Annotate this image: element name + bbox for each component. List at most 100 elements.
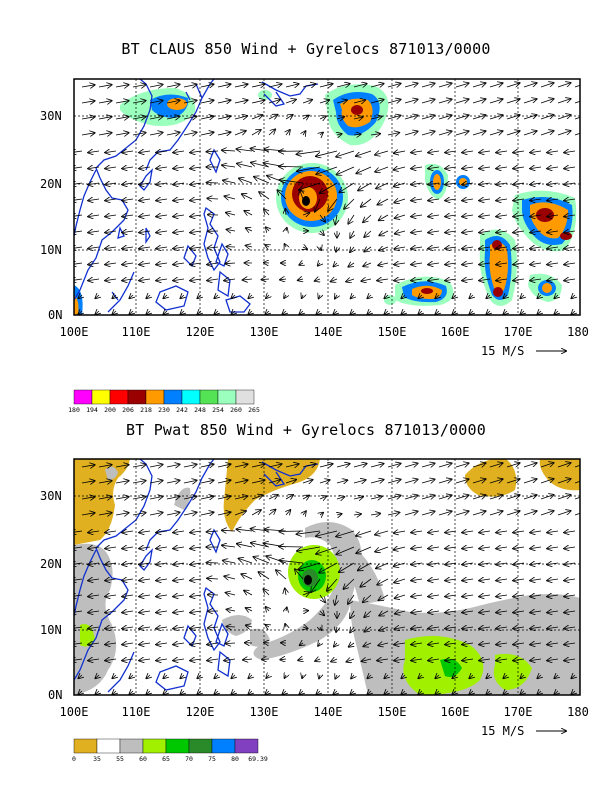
wind-vector — [207, 531, 219, 532]
wind-vector — [503, 295, 507, 298]
wind-vector — [190, 167, 202, 169]
wind-vector — [139, 531, 151, 533]
wind-vector — [523, 495, 537, 500]
wind-vector — [455, 99, 469, 103]
wind-vector — [387, 480, 401, 484]
wind-vector — [445, 151, 457, 153]
wind-vector — [268, 84, 282, 87]
wind-vector — [105, 643, 117, 645]
wind-vector — [74, 547, 83, 549]
wind-vector — [438, 83, 452, 87]
wind-vector — [105, 563, 117, 565]
wind-vector — [222, 165, 236, 167]
wind-vector — [299, 562, 321, 569]
wind-vector — [363, 594, 372, 602]
wind-vector — [139, 611, 151, 613]
wind-vector — [336, 480, 347, 483]
wind-vector — [462, 579, 474, 581]
wind-vector — [226, 643, 236, 644]
wind-vector — [530, 643, 542, 645]
wind-vector — [246, 246, 253, 248]
wind-vector — [506, 463, 520, 468]
wind-vector — [336, 84, 350, 87]
wind-vector — [421, 495, 435, 499]
wind-vector — [479, 263, 491, 265]
wind-vector — [207, 263, 219, 265]
wind-vector — [180, 691, 184, 694]
wind-vector — [129, 295, 133, 298]
wind-vector — [146, 295, 150, 298]
wind-vector — [319, 116, 326, 119]
wind-vector — [81, 85, 95, 87]
wind-vector — [384, 311, 388, 314]
wind-vector — [387, 100, 401, 104]
wind-vector — [115, 513, 129, 515]
wind-vector — [335, 594, 337, 605]
wind-vector — [105, 199, 117, 201]
colorbar-label: 242 — [176, 406, 188, 414]
wind-vector — [183, 480, 197, 483]
wind-vector — [234, 480, 248, 483]
wind-vector — [554, 675, 558, 678]
wind-vector — [428, 659, 440, 661]
wind-vector — [129, 691, 133, 694]
wind-vector — [139, 627, 151, 629]
wind-vector — [547, 151, 559, 153]
wind-vector — [112, 311, 116, 314]
wind-vector — [489, 131, 503, 135]
wind-vector — [523, 479, 537, 484]
wind-vector — [166, 116, 180, 119]
map-title-top: BT CLAUS 850 Wind + Gyrelocs 871013/0000 — [121, 40, 491, 58]
wind-vector — [496, 199, 508, 201]
wind-vector — [197, 295, 201, 298]
wind-vector — [285, 480, 296, 483]
colorbar-label: 0 — [72, 755, 76, 763]
wind-vector — [122, 279, 134, 281]
wind-vector — [224, 279, 236, 281]
colorbar-swatch — [73, 389, 93, 405]
wind-vector — [217, 84, 231, 87]
wind-vector — [370, 117, 382, 120]
wind-vector — [318, 263, 320, 266]
wind-vector — [379, 627, 389, 631]
wind-vector — [207, 659, 219, 661]
wind-vector — [530, 611, 542, 613]
wind-vector — [320, 214, 325, 222]
wind-vector — [356, 530, 372, 536]
wind-vector — [279, 531, 304, 532]
wind-vector — [547, 659, 559, 661]
wind-vector — [223, 180, 236, 183]
wind-vector — [190, 531, 202, 533]
wind-vector — [362, 659, 372, 661]
wind-vector — [496, 231, 508, 233]
wind-vector — [88, 547, 100, 549]
wind-vector — [315, 659, 320, 661]
wind-vector — [344, 578, 355, 589]
wind-vector — [237, 544, 253, 547]
wind-vector — [513, 247, 525, 249]
wind-vector — [353, 497, 363, 499]
wind-vectors-bottom — [74, 463, 580, 695]
wind-vector — [455, 495, 469, 499]
wind-vector — [530, 563, 542, 565]
wind-vector — [105, 579, 117, 581]
wind-vector — [452, 295, 456, 298]
wind-vector — [557, 463, 571, 468]
wind-vector — [428, 611, 440, 613]
wind-vector — [166, 464, 180, 467]
colorbar-swatch — [199, 389, 219, 405]
wind-vector — [472, 463, 486, 467]
wind-vector — [421, 131, 435, 135]
wind-vector — [462, 563, 474, 565]
wind-vector — [394, 579, 406, 583]
wind-vector — [183, 84, 197, 87]
wind-vector — [547, 167, 559, 169]
wind-vector — [537, 311, 541, 314]
wind-vector — [496, 611, 508, 613]
wind-vector — [173, 247, 185, 249]
wind-vector — [462, 627, 474, 629]
wind-vector — [375, 546, 389, 552]
lat-label: 0N — [48, 308, 62, 322]
wind-vector — [156, 151, 168, 153]
wind-vector — [401, 295, 405, 298]
